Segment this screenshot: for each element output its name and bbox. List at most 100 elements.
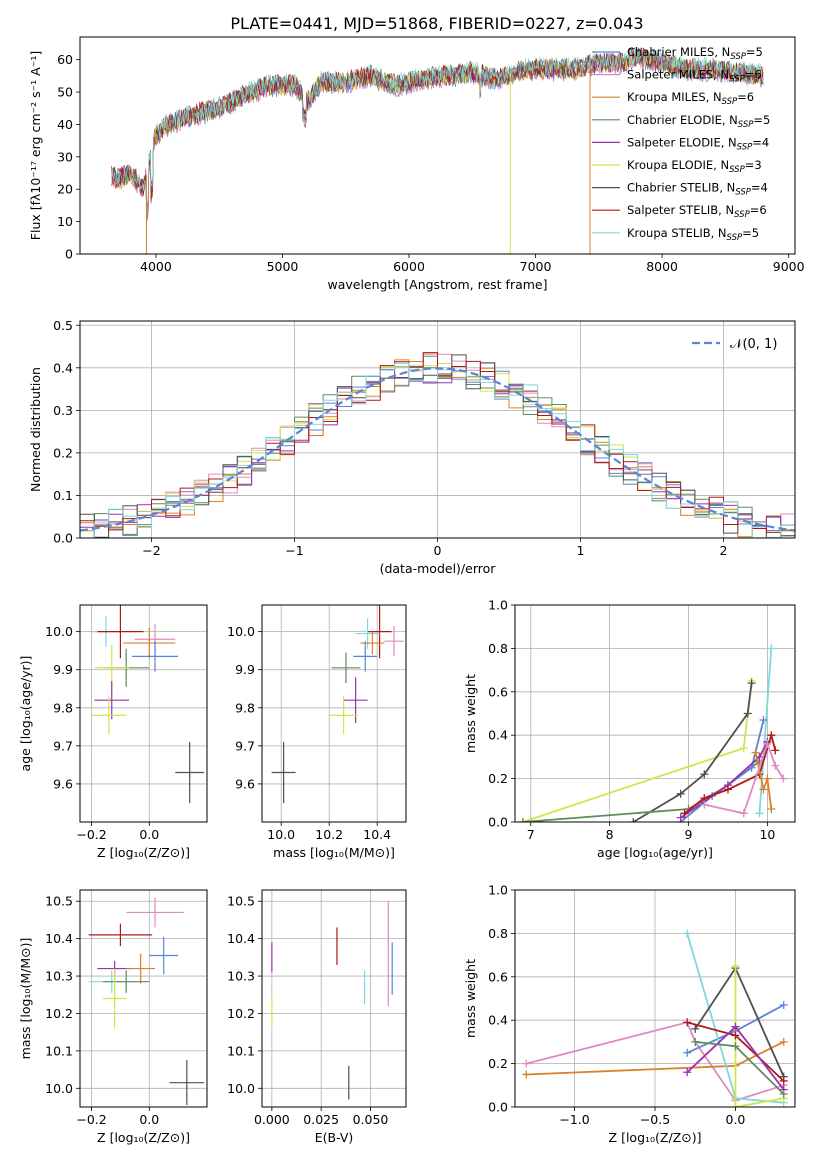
x-tick-label: 9000 (773, 259, 805, 274)
weight-marker (731, 961, 740, 970)
y-tick-label: 10.0 (45, 1081, 73, 1096)
weight-marker (771, 761, 780, 770)
x-tick-label: −0.5 (640, 1112, 670, 1127)
weight-marker (747, 679, 756, 688)
axes-frame (79, 320, 796, 539)
weight-marker (739, 809, 748, 818)
legend-entry: Chabrier ELODIE, NSSP=5 (627, 113, 770, 130)
x-tick-label: 1 (577, 543, 585, 558)
y-tick-label: 10.5 (227, 894, 255, 909)
weight-marker (676, 789, 685, 798)
plot-area (80, 352, 795, 538)
legend-entry-name: Kroupa ELODIE, N (627, 158, 729, 172)
x-tick-label: 0.050 (353, 1112, 389, 1127)
weight-marker (680, 809, 689, 818)
gaussian-curve (80, 367, 795, 532)
y-tick-label: 9.8 (235, 700, 255, 715)
x-axis-label: Z [log₁₀(Z/Z⊙)] (97, 845, 190, 860)
x-tick-label: 7000 (520, 259, 552, 274)
y-tick-label: 0.4 (488, 1013, 508, 1028)
axes-frame (79, 889, 208, 1108)
plot-area (88, 897, 205, 1106)
x-tick-label: 0.000 (254, 1112, 290, 1127)
plot-area (271, 901, 393, 1100)
weight-marker (683, 1018, 692, 1027)
y-tick-label: 10.2 (45, 1006, 73, 1021)
legend-entry-name: Salpeter MILES, N (627, 68, 729, 82)
legend-entry: Chabrier MILES, NSSP=5 (627, 45, 763, 62)
legend-entry-suffix: =4 (752, 135, 769, 149)
x-tick-label: 10.2 (315, 827, 343, 842)
legend-gaussian-label: 𝒩(0, 1) (730, 337, 777, 352)
y-tick-label: 0.8 (488, 926, 508, 941)
plot-area (522, 929, 788, 1107)
weight-marker (522, 1070, 531, 1079)
x-axis-label: Z [log₁₀(Z/Z⊙)] (97, 1130, 190, 1145)
x-axis-label: wavelength [Angstrom, rest frame] (327, 277, 547, 292)
y-tick-label: 0.2 (488, 1056, 508, 1071)
legend-entry-suffix: =6 (750, 203, 767, 217)
x-tick-label: 2 (720, 543, 728, 558)
x-tick-label: 8000 (646, 259, 678, 274)
weight-marker (683, 929, 692, 938)
panel-mass_vs_ebv: 0.000 0.025 0.050 10.0 10.1 10.2 10.3 10.4 10.5 E… (227, 889, 407, 1145)
weight-marker (751, 748, 760, 757)
legend-entry: Salpeter MILES, NSSP=6 (627, 68, 762, 85)
y-tick-label: 0.0 (488, 815, 508, 830)
legend-entry-name: Salpeter STELIB, N (627, 203, 734, 217)
y-axis-label: mass weight (463, 674, 478, 753)
legend-entry: Kroupa MILES, NSSP=6 (627, 90, 754, 107)
y-tick-label: 30 (57, 149, 73, 164)
legend-entry: Salpeter STELIB, NSSP=6 (627, 203, 767, 220)
y-tick-label: 1.0 (488, 883, 508, 898)
plot-area (91, 605, 205, 803)
axes-frame (79, 604, 208, 823)
y-tick-label: 40 (57, 117, 73, 132)
panel-mass_weight_vs_Z: −1.0 −0.5 0.0 0.0 0.2 0.4 0.6 0.8 1.0 Z [log₁₀(Z/… (463, 883, 796, 1145)
y-tick-label: 10 (57, 214, 73, 229)
plot-area (111, 46, 764, 254)
y-tick-label: 60 (57, 52, 73, 67)
x-tick-label: 10 (759, 827, 775, 842)
y-tick-label: 0.4 (53, 360, 73, 375)
x-axis-label: Z [log₁₀(Z/Z⊙)] (609, 1130, 702, 1145)
y-tick-label: 0.5 (53, 318, 73, 333)
weight-marker (676, 813, 685, 822)
y-tick-label: 0 (65, 247, 73, 262)
weight-marker (759, 785, 768, 794)
weight-marker (763, 774, 772, 783)
y-tick-label: 10.1 (45, 1043, 73, 1058)
y-tick-label: 9.6 (235, 776, 255, 791)
weight-marker (518, 818, 527, 822)
spectrum-line-kroupa-stelib (111, 46, 764, 213)
legend-entry: Chabrier STELIB, NSSP=4 (627, 181, 768, 198)
weight-marker (683, 1048, 692, 1057)
x-axis-label: E(B-V) (315, 1130, 354, 1145)
legend-entry-sub: SSP (730, 52, 746, 62)
y-axis-label: mass weight (463, 959, 478, 1038)
x-tick-label: 9 (685, 827, 693, 842)
y-axis-label: Flux [fλ10⁻¹⁷ erg cm⁻² s⁻¹ A⁻¹] (28, 51, 43, 240)
y-tick-label: 10.5 (45, 894, 73, 909)
y-tick-label: 1.0 (488, 598, 508, 613)
histogram-kroupa-stelib (80, 362, 795, 538)
weight-marker (771, 746, 780, 755)
axes-frame (514, 889, 796, 1108)
legend-entry: Kroupa ELODIE, NSSP=3 (627, 158, 762, 175)
weight-marker (739, 744, 748, 753)
legend-entry-sub: SSP (729, 75, 745, 85)
panel-mass_weight_vs_age: 7 8 9 10 0.0 0.2 0.4 0.6 0.8 1.0 age [log₁₀(age/yr… (463, 598, 796, 860)
legend-entry-name: Chabrier ELODIE, N (627, 113, 738, 127)
legend-entry-name: Salpeter ELODIE, N (627, 135, 737, 149)
y-tick-label: 50 (57, 85, 73, 100)
weight-line (522, 680, 753, 822)
panel-mass_vs_Z: −0.2 0.0 10.0 10.1 10.2 10.3 10.4 10.5 Z [log₁₀(… (18, 889, 208, 1145)
weight-marker (743, 709, 752, 718)
x-tick-label: 7 (527, 827, 535, 842)
weight-marker (691, 1037, 700, 1046)
weight-marker (691, 1024, 700, 1033)
y-tick-label: 10.4 (227, 931, 255, 946)
weight-marker (779, 1001, 788, 1010)
weight-marker (683, 1068, 692, 1077)
